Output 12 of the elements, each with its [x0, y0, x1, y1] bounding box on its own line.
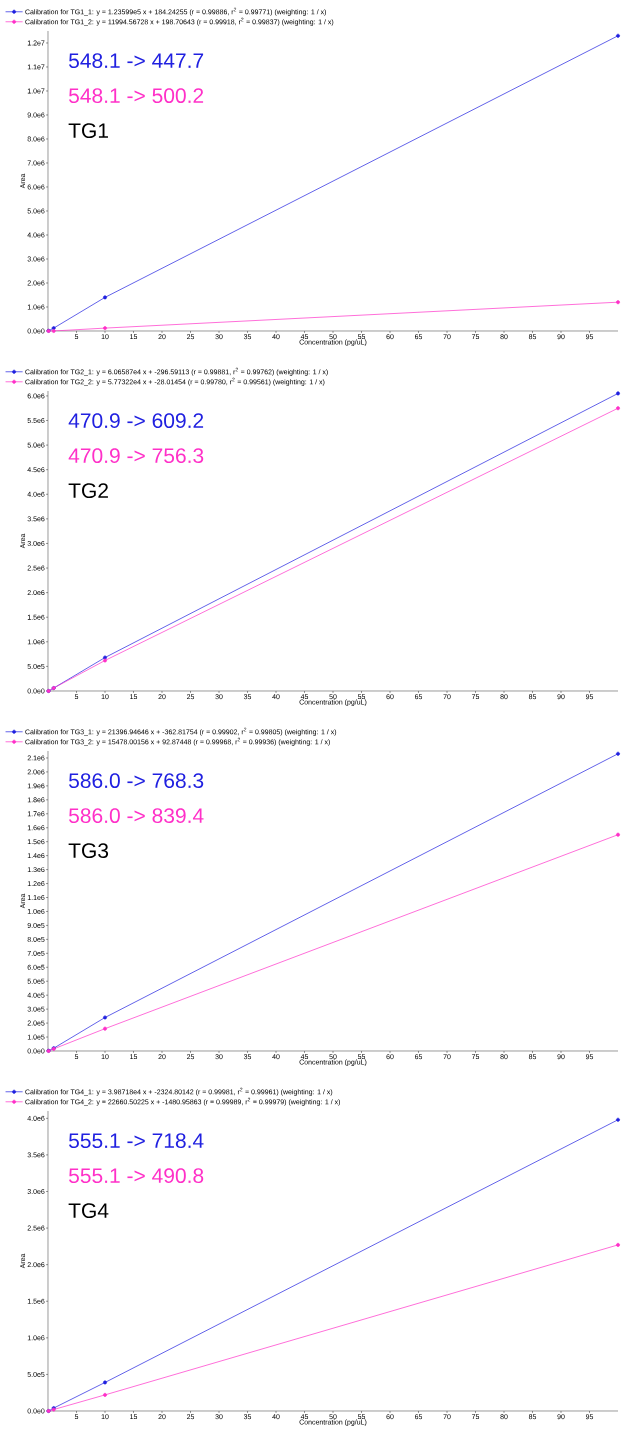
annotation: TG3 — [68, 843, 109, 859]
annotation: 586.0 -> 768.3 — [69, 773, 204, 789]
annotation: 548.1 -> 447.7 — [69, 53, 204, 69]
annotation: 555.1 -> 490.8 — [69, 1168, 204, 1184]
annotation: 470.9 -> 609.2 — [68, 413, 204, 429]
annotation: 586.0 -> 839.4 — [69, 808, 204, 824]
annotation: TG4 — [68, 1203, 109, 1219]
annotation: 548.1 -> 500.2 — [69, 88, 204, 104]
annotation: 555.1 -> 718.4 — [69, 1133, 204, 1149]
annotation: TG1 — [68, 123, 108, 139]
annotation: TG2 — [68, 483, 108, 499]
annotation: 470.9 -> 756.3 — [68, 448, 204, 464]
